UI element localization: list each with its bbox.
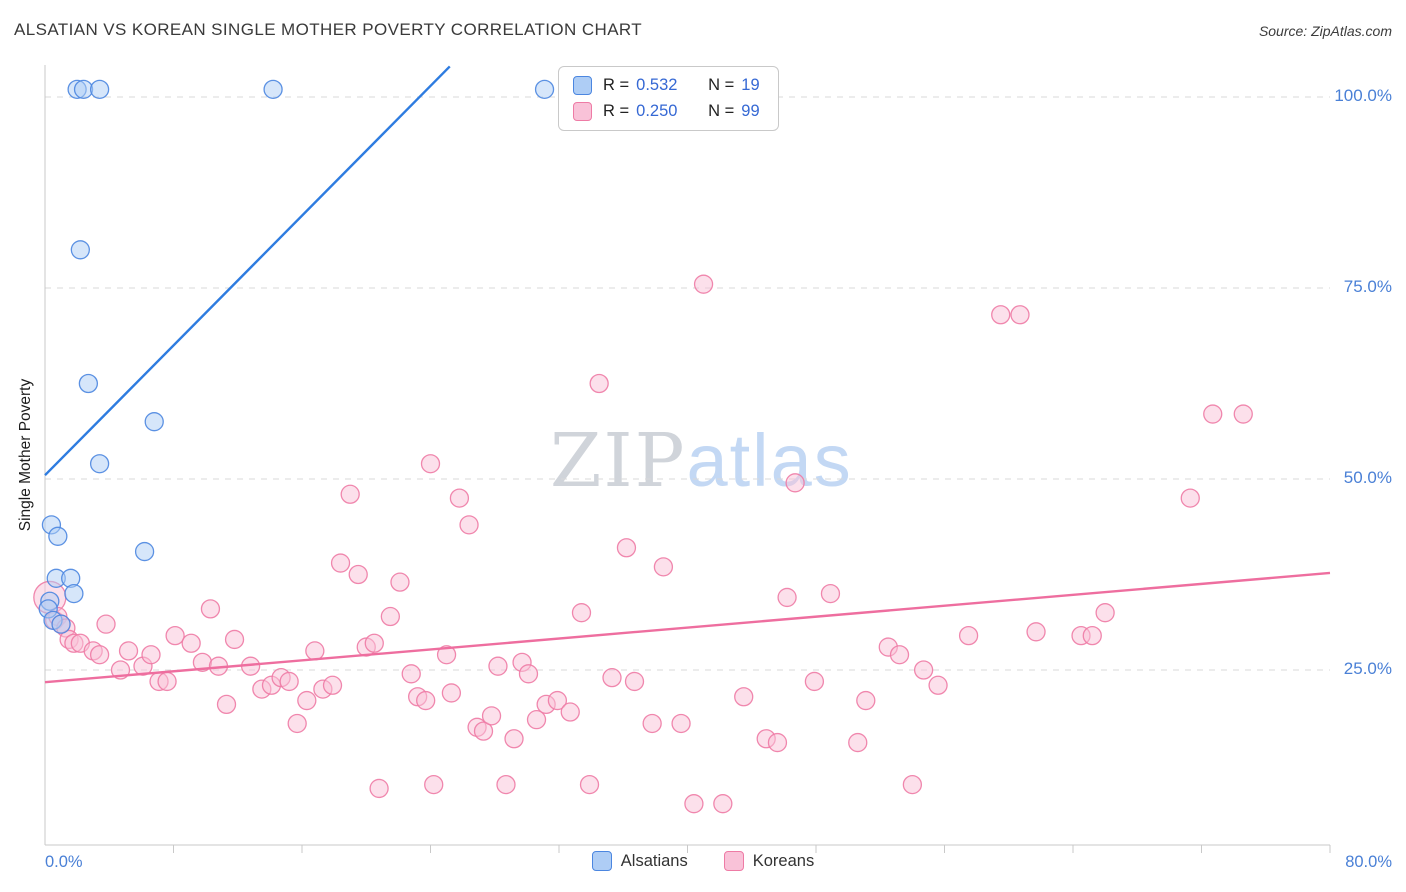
- r-value-koreans: 0.250: [636, 102, 678, 120]
- legend-item-alsatians: Alsatians: [591, 851, 688, 871]
- n-value-koreans: 99: [741, 102, 760, 120]
- series-legend: Alsatians Koreans: [0, 851, 1406, 871]
- legend-row-alsatians: R = 0.532 N = 19: [573, 76, 760, 95]
- legend-row-koreans: R = 0.250 N = 99: [573, 102, 760, 121]
- y-axis-title: Single Mother Poverty: [17, 378, 34, 532]
- r-label: R =: [603, 102, 630, 120]
- alsatians-legend-swatch-icon: [591, 851, 612, 871]
- x-axis-max-label: 80.0%: [1345, 853, 1392, 871]
- source-link[interactable]: ZipAtlas.com: [1311, 23, 1392, 39]
- koreans-legend-label: Koreans: [752, 851, 815, 870]
- alsatians-legend-label: Alsatians: [620, 851, 688, 870]
- source-label: Source: ZipAtlas.com: [1259, 23, 1392, 39]
- y-tick-label: 50.0%: [1343, 468, 1392, 487]
- koreans-swatch-icon: [573, 102, 592, 121]
- koreans-legend-swatch-icon: [723, 851, 744, 871]
- r-label: R =: [603, 76, 630, 94]
- alsatians-swatch-icon: [573, 76, 592, 95]
- x-axis-min-label: 0.0%: [45, 853, 83, 871]
- y-tick-label: 25.0%: [1343, 659, 1392, 678]
- source-prefix: Source:: [1258, 23, 1308, 39]
- legend-item-koreans: Koreans: [723, 851, 815, 871]
- y-tick-label: 75.0%: [1343, 277, 1392, 296]
- chart-title: ALSATIAN VS KOREAN SINGLE MOTHER POVERTY…: [14, 20, 643, 39]
- r-value-alsatians: 0.532: [636, 76, 678, 94]
- n-label: N =: [708, 76, 735, 94]
- n-label: N =: [708, 102, 735, 120]
- correlation-legend-box: R = 0.532 N = 19 R = 0.250 N = 99: [558, 66, 779, 131]
- y-tick-label: 100.0%: [1334, 86, 1392, 105]
- n-value-alsatians: 19: [741, 76, 760, 94]
